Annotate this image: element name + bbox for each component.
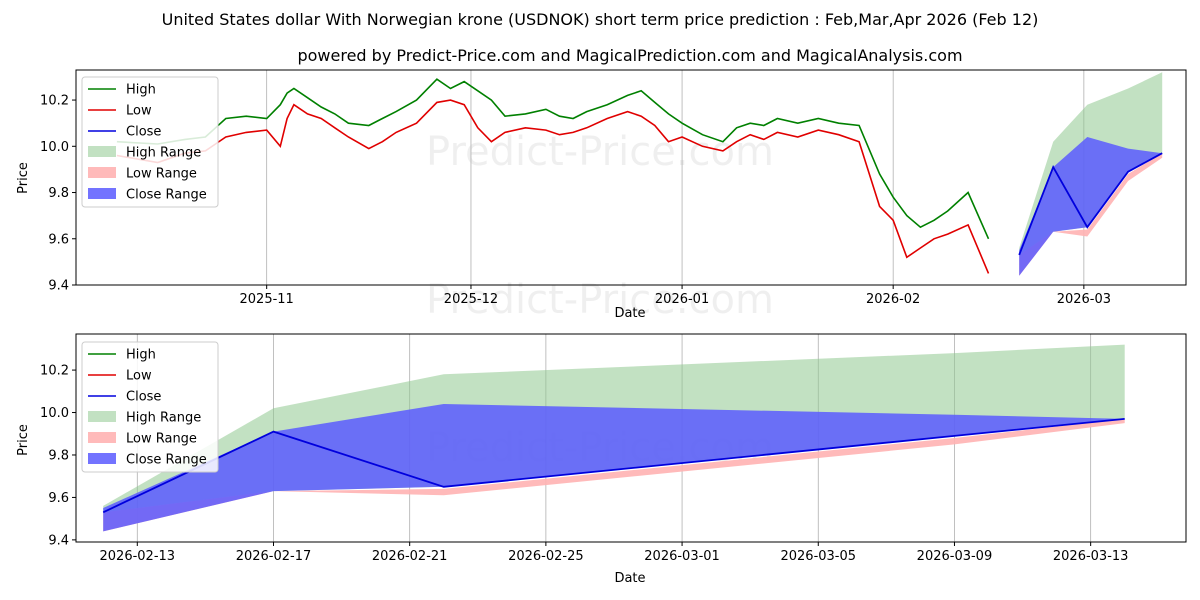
bottom-y-tick-label: 9.8	[48, 448, 69, 463]
top-legend-label: Low	[126, 104, 152, 119]
bottom-legend-label: High	[126, 348, 156, 363]
top-x-tick-label: 2025-11	[240, 292, 294, 307]
bottom-x-tick-label: 2026-02-13	[100, 549, 176, 564]
bottom-x-tick-label: 2026-03-05	[780, 549, 856, 564]
top-close-series-line	[1018, 152, 1163, 256]
top-y-tick-label: 9.4	[48, 279, 69, 294]
bottom-x-tick-label: 2026-02-25	[508, 549, 584, 564]
bottom-legend-swatch	[88, 432, 116, 443]
bottom-y-axis-label: Price	[16, 424, 31, 456]
bottom-x-axis-label: Date	[614, 571, 645, 586]
bottom-legend-swatch	[88, 411, 116, 422]
bottom-legend-label: Low	[126, 369, 152, 384]
bottom-y-tick-label: 10.2	[40, 364, 69, 379]
bottom-legend: High Low Close High Range Low Range Close Ran…	[81, 341, 219, 473]
bottom-x-tick-label: 2026-03-09	[917, 549, 993, 564]
top-panel: Predict-Price.com Predict-Price.com 9.49…	[16, 69, 1187, 323]
top-y-tick-label: 9.8	[48, 186, 69, 201]
top-low-range-band	[1019, 153, 1163, 276]
top-y-axis-label: Price	[16, 162, 31, 194]
bottom-x-tick-label: 2026-02-17	[236, 549, 312, 564]
bottom-y-tick-label: 9.6	[48, 491, 69, 506]
top-legend-label: Close	[126, 125, 161, 140]
top-x-tick-label: 2026-01	[655, 292, 709, 307]
top-legend-label: Low Range	[126, 167, 197, 182]
top-x-tick-label: 2026-03	[1057, 292, 1111, 307]
top-x-tick-label: 2025-12	[444, 292, 498, 307]
chart-title: United States dollar With Norwegian kron…	[162, 10, 1039, 29]
bottom-y-tick-label: 10.0	[40, 406, 69, 421]
bottom-legend-label: Low Range	[126, 432, 197, 447]
top-y-tick-label: 10.2	[40, 94, 69, 109]
bottom-legend-label: Close Range	[126, 453, 207, 468]
chart-subtitle: powered by Predict-Price.com and Magical…	[297, 46, 962, 65]
top-y-tick-label: 9.6	[48, 232, 69, 247]
bottom-x-tick-label: 2026-03-01	[644, 549, 720, 564]
top-legend: High Low Close High Range Low Range Close Ran…	[81, 76, 219, 208]
top-legend-swatch	[88, 188, 116, 199]
top-legend-swatch	[88, 146, 116, 157]
top-low-series-line	[116, 99, 990, 274]
top-legend-label: High Range	[126, 146, 201, 161]
bottom-x-tick-label: 2026-03-13	[1053, 549, 1129, 564]
bottom-low-range-band	[103, 418, 1125, 532]
top-x-axis-label: Date	[614, 306, 645, 321]
bottom-x-tick-label: 2026-02-21	[372, 549, 448, 564]
top-x-tick-label: 2026-02	[866, 292, 920, 307]
top-legend-swatch	[88, 167, 116, 178]
bottom-close-range-band	[103, 404, 1125, 532]
top-y-tick-label: 10.0	[40, 140, 69, 155]
top-legend-label: Close Range	[126, 188, 207, 203]
watermark-top-1: Predict-Price.com	[426, 129, 774, 175]
bottom-legend-label: High Range	[126, 411, 201, 426]
bottom-legend-swatch	[88, 453, 116, 464]
bottom-y-tick-label: 9.4	[48, 533, 69, 548]
bottom-legend-label: Close	[126, 390, 161, 405]
top-legend-label: High	[126, 83, 156, 98]
bottom-panel: Predict-Price.com 9.49.69.810.010.22026-…	[16, 333, 1187, 586]
bottom-plot-frame	[75, 333, 1187, 543]
top-plot-frame	[75, 69, 1187, 286]
top-high-series-line	[116, 78, 990, 240]
